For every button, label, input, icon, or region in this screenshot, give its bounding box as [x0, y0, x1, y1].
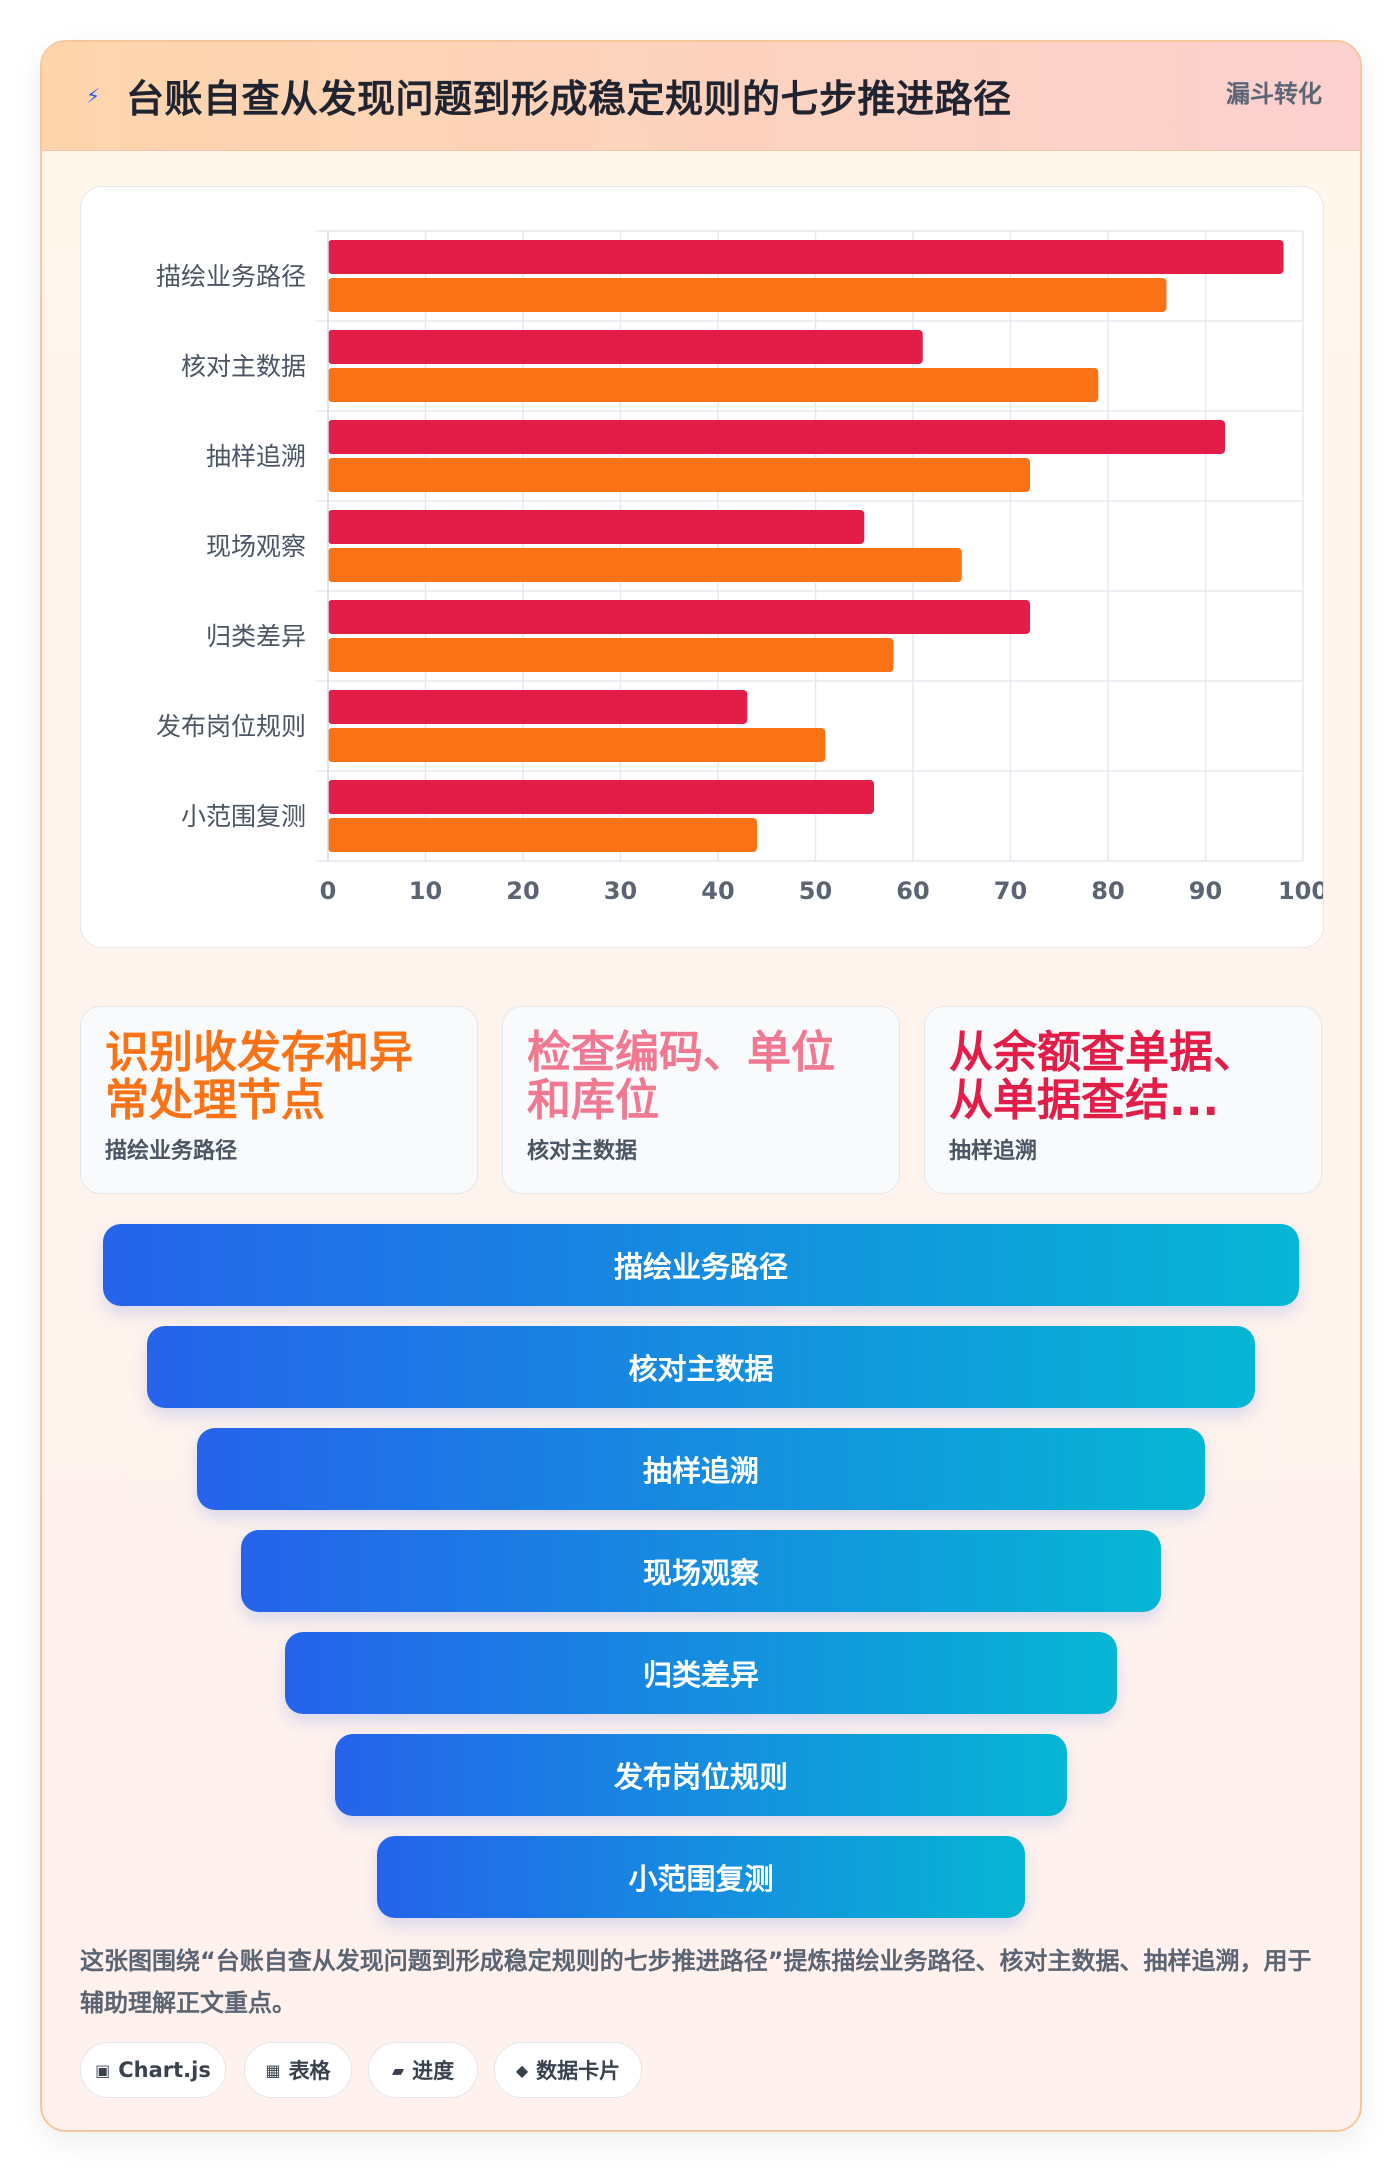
category-label: 描绘业务路径	[156, 262, 306, 291]
kpi-label: 描绘业务路径	[105, 1139, 238, 1164]
x-tick-label: 100	[1278, 877, 1323, 905]
funnel-step-2: 核对主数据	[147, 1326, 1255, 1408]
bar-series2-3	[328, 458, 1030, 492]
x-tick-label: 20	[506, 877, 539, 905]
x-tick-label: 0	[320, 877, 337, 905]
bar-series1-2	[328, 330, 923, 364]
table-icon: ▦	[265, 2060, 281, 2080]
bar-series2-7	[328, 818, 757, 852]
infographic-card: ⚡ 台账自查从发现问题到形成稳定规则的七步推进路径 漏斗转化 描绘业务路径 核对主…	[40, 40, 1362, 2132]
bar-series1-3	[328, 420, 1225, 454]
category-label: 核对主数据	[181, 352, 306, 381]
category-label: 现场观察	[206, 532, 306, 561]
chip-data-card[interactable]: ◆ 数据卡片	[494, 2042, 642, 2098]
category-label: 小范围复测	[181, 802, 306, 831]
kpi-value: 从余额查单据、从单据查结...	[949, 1029, 1257, 1125]
kpi-card-2: 检查编码、单位和库位 核对主数据	[502, 1006, 900, 1194]
funnel-step-7: 小范围复测	[377, 1836, 1025, 1918]
bar-series1-4	[328, 510, 865, 544]
x-tick-label: 90	[1189, 877, 1222, 905]
x-tick-label: 50	[799, 877, 832, 905]
chart-icon: ▣	[95, 2060, 111, 2080]
kpi-label: 核对主数据	[527, 1139, 638, 1164]
x-tick-label: 60	[896, 877, 929, 905]
bar-series1-6	[328, 690, 748, 724]
chip-label: 数据卡片	[536, 2059, 621, 2083]
funnel-step-1: 描绘业务路径	[103, 1224, 1299, 1306]
type-tag: 漏斗转化	[1226, 80, 1322, 108]
bar-series1-5	[328, 600, 1030, 634]
diamond-icon: ◆	[515, 2060, 529, 2080]
funnel-step-3: 抽样追溯	[197, 1428, 1205, 1510]
chip-label: 表格	[288, 2059, 331, 2083]
bar-series1-1	[328, 240, 1284, 274]
bar-series2-1	[328, 278, 1167, 312]
bar-series2-5	[328, 638, 894, 672]
card-header: ⚡ 台账自查从发现问题到形成稳定规则的七步推进路径 漏斗转化	[42, 42, 1360, 151]
bar-series1-7	[328, 780, 874, 814]
chip-table[interactable]: ▦ 表格	[244, 2042, 352, 2098]
bar-chart-panel: 描绘业务路径核对主数据抽样追溯现场观察归类差异发布岗位规则小范围复测 0 10 20 3…	[80, 186, 1324, 948]
lightning-icon: ⚡	[86, 84, 101, 108]
x-tick-label: 30	[604, 877, 637, 905]
bar-series2-2	[328, 368, 1099, 402]
kpi-value: 识别收发存和异常处理节点	[105, 1029, 413, 1125]
chip-progress[interactable]: ▰ 进度	[368, 2042, 478, 2098]
chip-label: Chart.js	[118, 2058, 211, 2082]
funnel-step-5: 归类差异	[285, 1632, 1117, 1714]
category-label: 发布岗位规则	[156, 712, 306, 741]
x-tick-label: 70	[994, 877, 1027, 905]
funnel-step-4: 现场观察	[241, 1530, 1161, 1612]
category-label: 归类差异	[206, 622, 306, 651]
chip-label: 进度	[412, 2059, 455, 2083]
x-tick-label: 40	[701, 877, 734, 905]
category-label: 抽样追溯	[206, 442, 306, 471]
chip-chartjs[interactable]: ▣ Chart.js	[80, 2042, 226, 2098]
description-text: 这张图围绕“台账自查从发现问题到形成稳定规则的七步推进路径”提炼描绘业务路径、核…	[80, 1947, 1312, 2017]
kpi-card-3: 从余额查单据、从单据查结... 抽样追溯	[924, 1006, 1322, 1194]
x-tick-label: 80	[1091, 877, 1124, 905]
progress-icon: ▰	[391, 2060, 405, 2080]
bar-series2-6	[328, 728, 826, 762]
page-title: 台账自查从发现问题到形成稳定规则的七步推进路径	[126, 77, 1012, 121]
kpi-value: 检查编码、单位和库位	[527, 1029, 835, 1125]
kpi-card-1: 识别收发存和异常处理节点 描绘业务路径	[80, 1006, 478, 1194]
kpi-label: 抽样追溯	[949, 1139, 1038, 1164]
bar-series2-4	[328, 548, 962, 582]
x-tick-label: 10	[409, 877, 442, 905]
funnel-step-6: 发布岗位规则	[335, 1734, 1067, 1816]
